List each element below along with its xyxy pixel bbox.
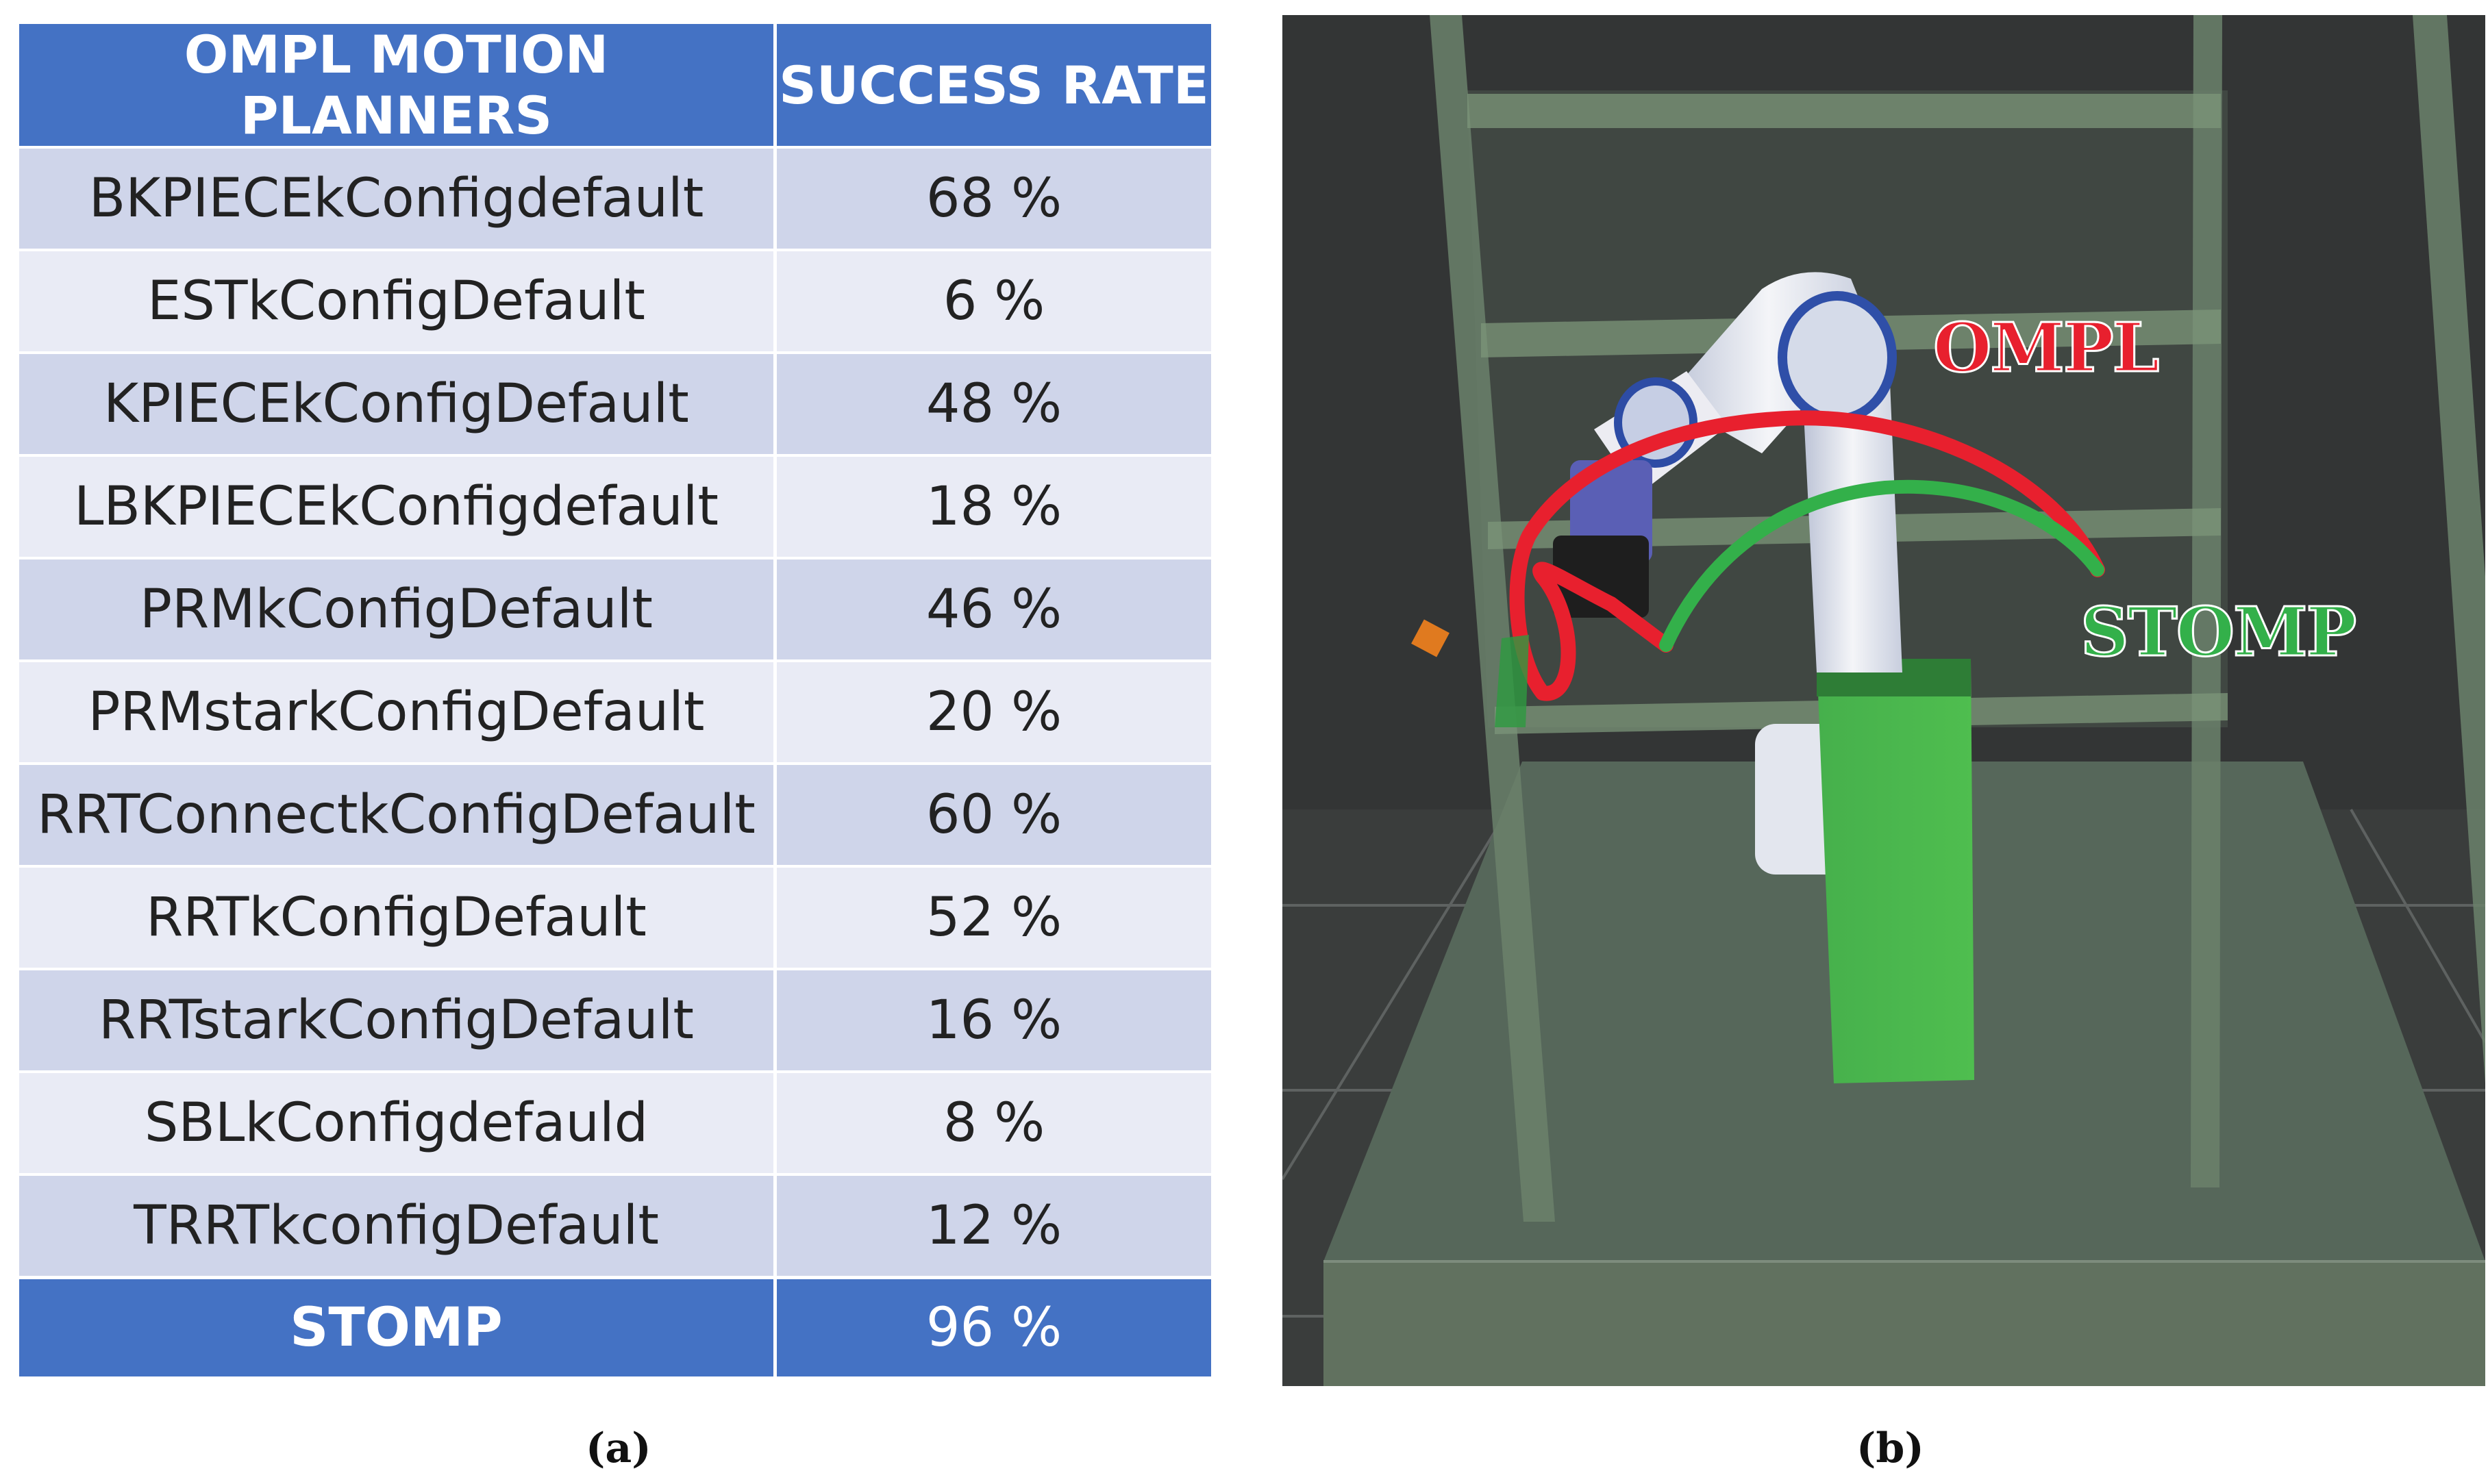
ompl-label: OMPL — [1933, 309, 2159, 388]
platform-front — [1323, 1261, 2485, 1386]
success-rate: 18 % — [777, 454, 1211, 557]
planner-name: TRRTkconfigDefault — [19, 1173, 777, 1276]
planner-name: RRTstarkConfigDefault — [19, 968, 777, 1070]
table-row: RRTkConfigDefault 52 % — [19, 865, 1211, 968]
stomp-end-effector-ghost — [1495, 635, 1529, 727]
table-header-row: OMPL MOTION PLANNERS SUCCESS RATE — [19, 24, 1211, 146]
ompl-trajectory — [1509, 410, 2105, 701]
table-row: ESTkConfigDefault 6 % — [19, 249, 1211, 351]
stomp-trajectory — [1659, 479, 2104, 652]
success-rate: 46 % — [777, 557, 1211, 659]
success-rate: 6 % — [777, 249, 1211, 351]
planner-name: PRMstarkConfigDefault — [19, 659, 777, 762]
success-rate: 48 % — [777, 351, 1211, 454]
caption-b: (b) — [1856, 1424, 1924, 1472]
success-rate: 12 % — [777, 1173, 1211, 1276]
planner-name: BKPIECEkConfigdefault — [19, 146, 777, 249]
caption-a: (a) — [586, 1424, 651, 1472]
table-footer-row: STOMP 96 % — [19, 1276, 1211, 1376]
table-row: SBLkConfigdefauld 8 % — [19, 1070, 1211, 1173]
stomp-label: STOMP — [2080, 593, 2356, 672]
green-target-box — [1817, 659, 1974, 1083]
planner-name: SBLkConfigdefauld — [19, 1070, 777, 1173]
planner-name: KPIECEkConfigDefault — [19, 351, 777, 454]
table-row: LBKPIECEkConfigdefault 18 % — [19, 454, 1211, 557]
robot-scene-figure: OMPL STOMP — [1282, 15, 2485, 1386]
shelf-posts — [1430, 15, 2485, 1222]
planner-success-table: OMPL MOTION PLANNERS SUCCESS RATE BKPIEC… — [19, 24, 1211, 1376]
success-rate: 60 % — [777, 762, 1211, 865]
table-row: RRTConnectkConfigDefault 60 % — [19, 762, 1211, 865]
table-row: KPIECEkConfigDefault 48 % — [19, 351, 1211, 454]
table-row: BKPIECEkConfigdefault 68 % — [19, 146, 1211, 249]
planner-name: RRTkConfigDefault — [19, 865, 777, 968]
table-row: PRMstarkConfigDefault 20 % — [19, 659, 1211, 762]
success-rate: 52 % — [777, 865, 1211, 968]
header-success-rate: SUCCESS RATE — [777, 24, 1211, 146]
table-row: TRRTkconfigDefault 12 % — [19, 1173, 1211, 1276]
planner-name: ESTkConfigDefault — [19, 249, 777, 351]
planner-name: LBKPIECEkConfigdefault — [19, 454, 777, 557]
stomp-planner-name: STOMP — [19, 1276, 777, 1376]
success-rate: 20 % — [777, 659, 1211, 762]
success-rate: 8 % — [777, 1070, 1211, 1173]
table-row: PRMkConfigDefault 46 % — [19, 557, 1211, 659]
planner-name: RRTConnectkConfigDefault — [19, 762, 777, 865]
table-row: RRTstarkConfigDefault 16 % — [19, 968, 1211, 1070]
stomp-success-rate: 96 % — [777, 1276, 1211, 1376]
success-rate: 68 % — [777, 146, 1211, 249]
planner-name: PRMkConfigDefault — [19, 557, 777, 659]
success-rate: 16 % — [777, 968, 1211, 1070]
header-planners: OMPL MOTION PLANNERS — [19, 24, 777, 146]
